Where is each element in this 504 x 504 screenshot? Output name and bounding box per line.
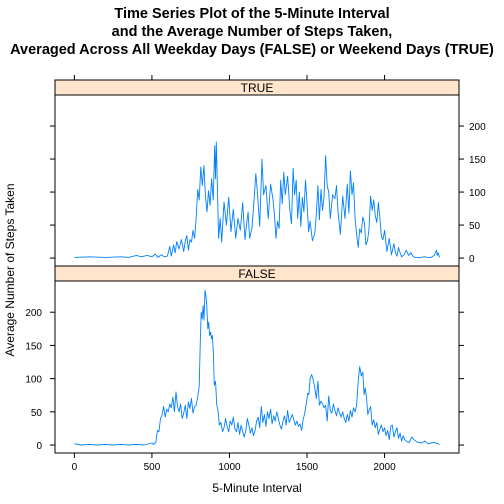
panel-frame-true [54, 94, 460, 267]
y-tick-label: 0 [469, 254, 475, 265]
y-tick-label: 50 [469, 221, 481, 232]
chart-title-line-3: Averaged Across All Weekday Days (FALSE)… [10, 42, 494, 58]
chart-title-line-1: Time Series Plot of the 5-Minute Interva… [114, 6, 390, 22]
y-tick-label: 200 [25, 308, 42, 319]
series-line-layer [74, 141, 441, 446]
panel-strip-label-false: FALSE [238, 267, 275, 281]
panel-frame-false [54, 280, 460, 454]
y-tick-label: 50 [31, 408, 43, 419]
x-tick-label: 2000 [373, 462, 396, 473]
chart-title-line-2: and the Average Number of Steps Taken, [111, 24, 393, 40]
y-tick-label: 100 [25, 375, 42, 386]
y-tick-label: 0 [36, 441, 42, 452]
y-tick-label: 100 [469, 188, 486, 199]
panel-strip-label-true: TRUE [241, 81, 274, 95]
x-tick-label: 1500 [296, 462, 319, 473]
x-tick-label: 0 [72, 462, 78, 473]
y-tick-label: 150 [469, 155, 486, 166]
panel-frame-layer: TRUE FALSE [54, 79, 460, 454]
y-tick-label: 150 [25, 341, 42, 352]
y-axis-label: Average Number of Steps Taken [3, 184, 17, 357]
series-line-true [74, 141, 441, 258]
x-axis-label: 5-Minute Interval [212, 481, 301, 495]
x-tick-label: 1000 [218, 462, 241, 473]
y-tick-label: 200 [469, 122, 486, 133]
series-line-false [74, 289, 440, 446]
x-tick-label: 500 [144, 462, 161, 473]
